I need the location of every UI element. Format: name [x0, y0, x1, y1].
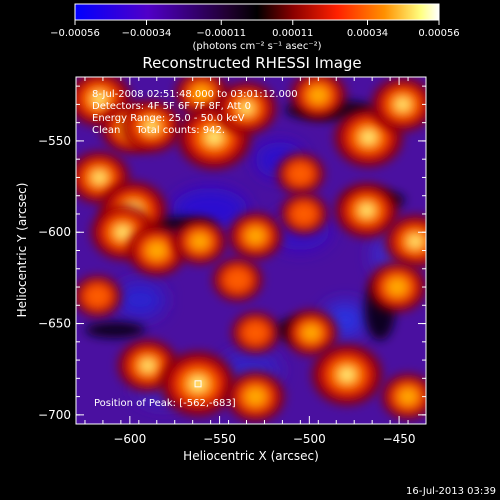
peak-marker	[194, 380, 202, 388]
x-tick-label: −500	[293, 432, 326, 446]
x-tick-label: −550	[203, 432, 236, 446]
hot-source-layer	[291, 203, 317, 225]
colorbar-gradient	[74, 3, 440, 21]
colorbar-ticks: −0.00056 −0.00034 −0.00011 0.00011 0.00034 0.…	[50, 20, 460, 39]
colorbar-tick-label: −0.00011	[196, 28, 246, 39]
hot-source	[381, 373, 426, 420]
x-axis-label: Heliocentric X (arcsec)	[183, 449, 319, 463]
y-tick-label: −650	[38, 317, 71, 331]
hot-source	[228, 212, 283, 260]
hot-source-layer	[362, 132, 375, 143]
hot-source	[290, 77, 347, 120]
hot-source	[280, 193, 328, 235]
chart-title: Reconstructed RHESSI Image	[142, 54, 361, 72]
hot-source	[173, 218, 227, 265]
hot-source-layer	[84, 285, 111, 308]
axis-ticks: −600 −550 −500 −450 −550 −600 −650 −700	[38, 77, 426, 446]
x-tick-label: −600	[113, 432, 146, 446]
hot-source-layer	[246, 228, 265, 244]
hot-source	[216, 81, 277, 135]
hot-source-layer	[245, 388, 266, 406]
hot-source	[284, 309, 338, 356]
hot-source-layer	[410, 236, 421, 246]
hot-source-layer	[242, 321, 269, 344]
hot-source-layer	[287, 162, 313, 185]
hot-source-layer	[191, 378, 205, 390]
hot-source-layer	[399, 388, 417, 405]
hot-source-layer	[387, 278, 407, 296]
hot-source-layer	[241, 103, 252, 113]
colorbar-tick-label: −0.00034	[122, 28, 172, 39]
colorbar-tick-label: 0.00056	[418, 28, 459, 39]
hot-source-layer	[302, 325, 320, 341]
hot-source	[226, 371, 285, 422]
footer-timestamp: 16-Jul-2013 03:39	[406, 486, 496, 497]
hot-source-layer	[117, 227, 128, 237]
annotation-line: 8-Jul-2008 02:51:48.000 to 03:01:12.000	[92, 89, 298, 100]
colorbar-units: (photons cm⁻² s⁻¹ asec⁻²)	[192, 41, 321, 52]
annotation-block: 8-Jul-2008 02:51:48.000 to 03:01:12.000 …	[92, 89, 298, 136]
hot-source	[121, 100, 182, 153]
annotation-line: Detectors: 4F 5F 6F 7F 8F, Att 0	[92, 101, 251, 112]
hot-source-layer	[208, 131, 221, 143]
hot-source-layer	[397, 99, 408, 109]
annotation-line: Clean Total counts: 942.	[92, 125, 225, 136]
colorbar-tick-label: −0.00056	[50, 28, 100, 39]
hot-source	[368, 261, 426, 313]
hot-source-layer	[308, 87, 328, 104]
y-tick-label: −600	[38, 225, 71, 239]
hot-source	[335, 182, 399, 238]
y-axis-label: Heliocentric Y (arcsec)	[15, 183, 29, 318]
y-tick-label: −700	[38, 408, 71, 422]
hot-source-layer	[361, 205, 373, 215]
hot-source	[311, 344, 383, 406]
x-tick-label: −450	[383, 432, 416, 446]
hot-source-layer	[142, 361, 153, 370]
peak-position-label: Position of Peak: [-562,-683]	[94, 398, 236, 409]
annotation-line: Energy Range: 25.0 - 50.0 keV	[92, 113, 245, 124]
colorbar: −0.00056 −0.00034 −0.00011 0.00011 0.00034 0.…	[50, 3, 460, 52]
hot-source-layer	[94, 173, 105, 182]
hot-source	[231, 311, 280, 354]
hot-source	[371, 77, 426, 132]
hot-source-layer	[192, 85, 211, 102]
hot-source	[127, 225, 186, 276]
hot-source-layer	[147, 242, 167, 259]
plot-area	[76, 77, 426, 424]
hot-sources	[76, 77, 426, 422]
hot-source-layer	[191, 233, 209, 250]
hot-source	[276, 153, 325, 195]
hot-source	[76, 275, 122, 317]
y-tick-label: −550	[38, 134, 71, 148]
hot-source-layer	[341, 369, 353, 380]
hot-source-layer	[224, 268, 251, 292]
hot-source	[384, 214, 426, 268]
hot-source-layer	[146, 121, 157, 131]
colorbar-tick-label: 0.00034	[347, 28, 388, 39]
hot-source	[212, 258, 263, 302]
colorbar-tick-label: 0.00011	[272, 28, 313, 39]
hot-source-layer	[94, 94, 105, 104]
